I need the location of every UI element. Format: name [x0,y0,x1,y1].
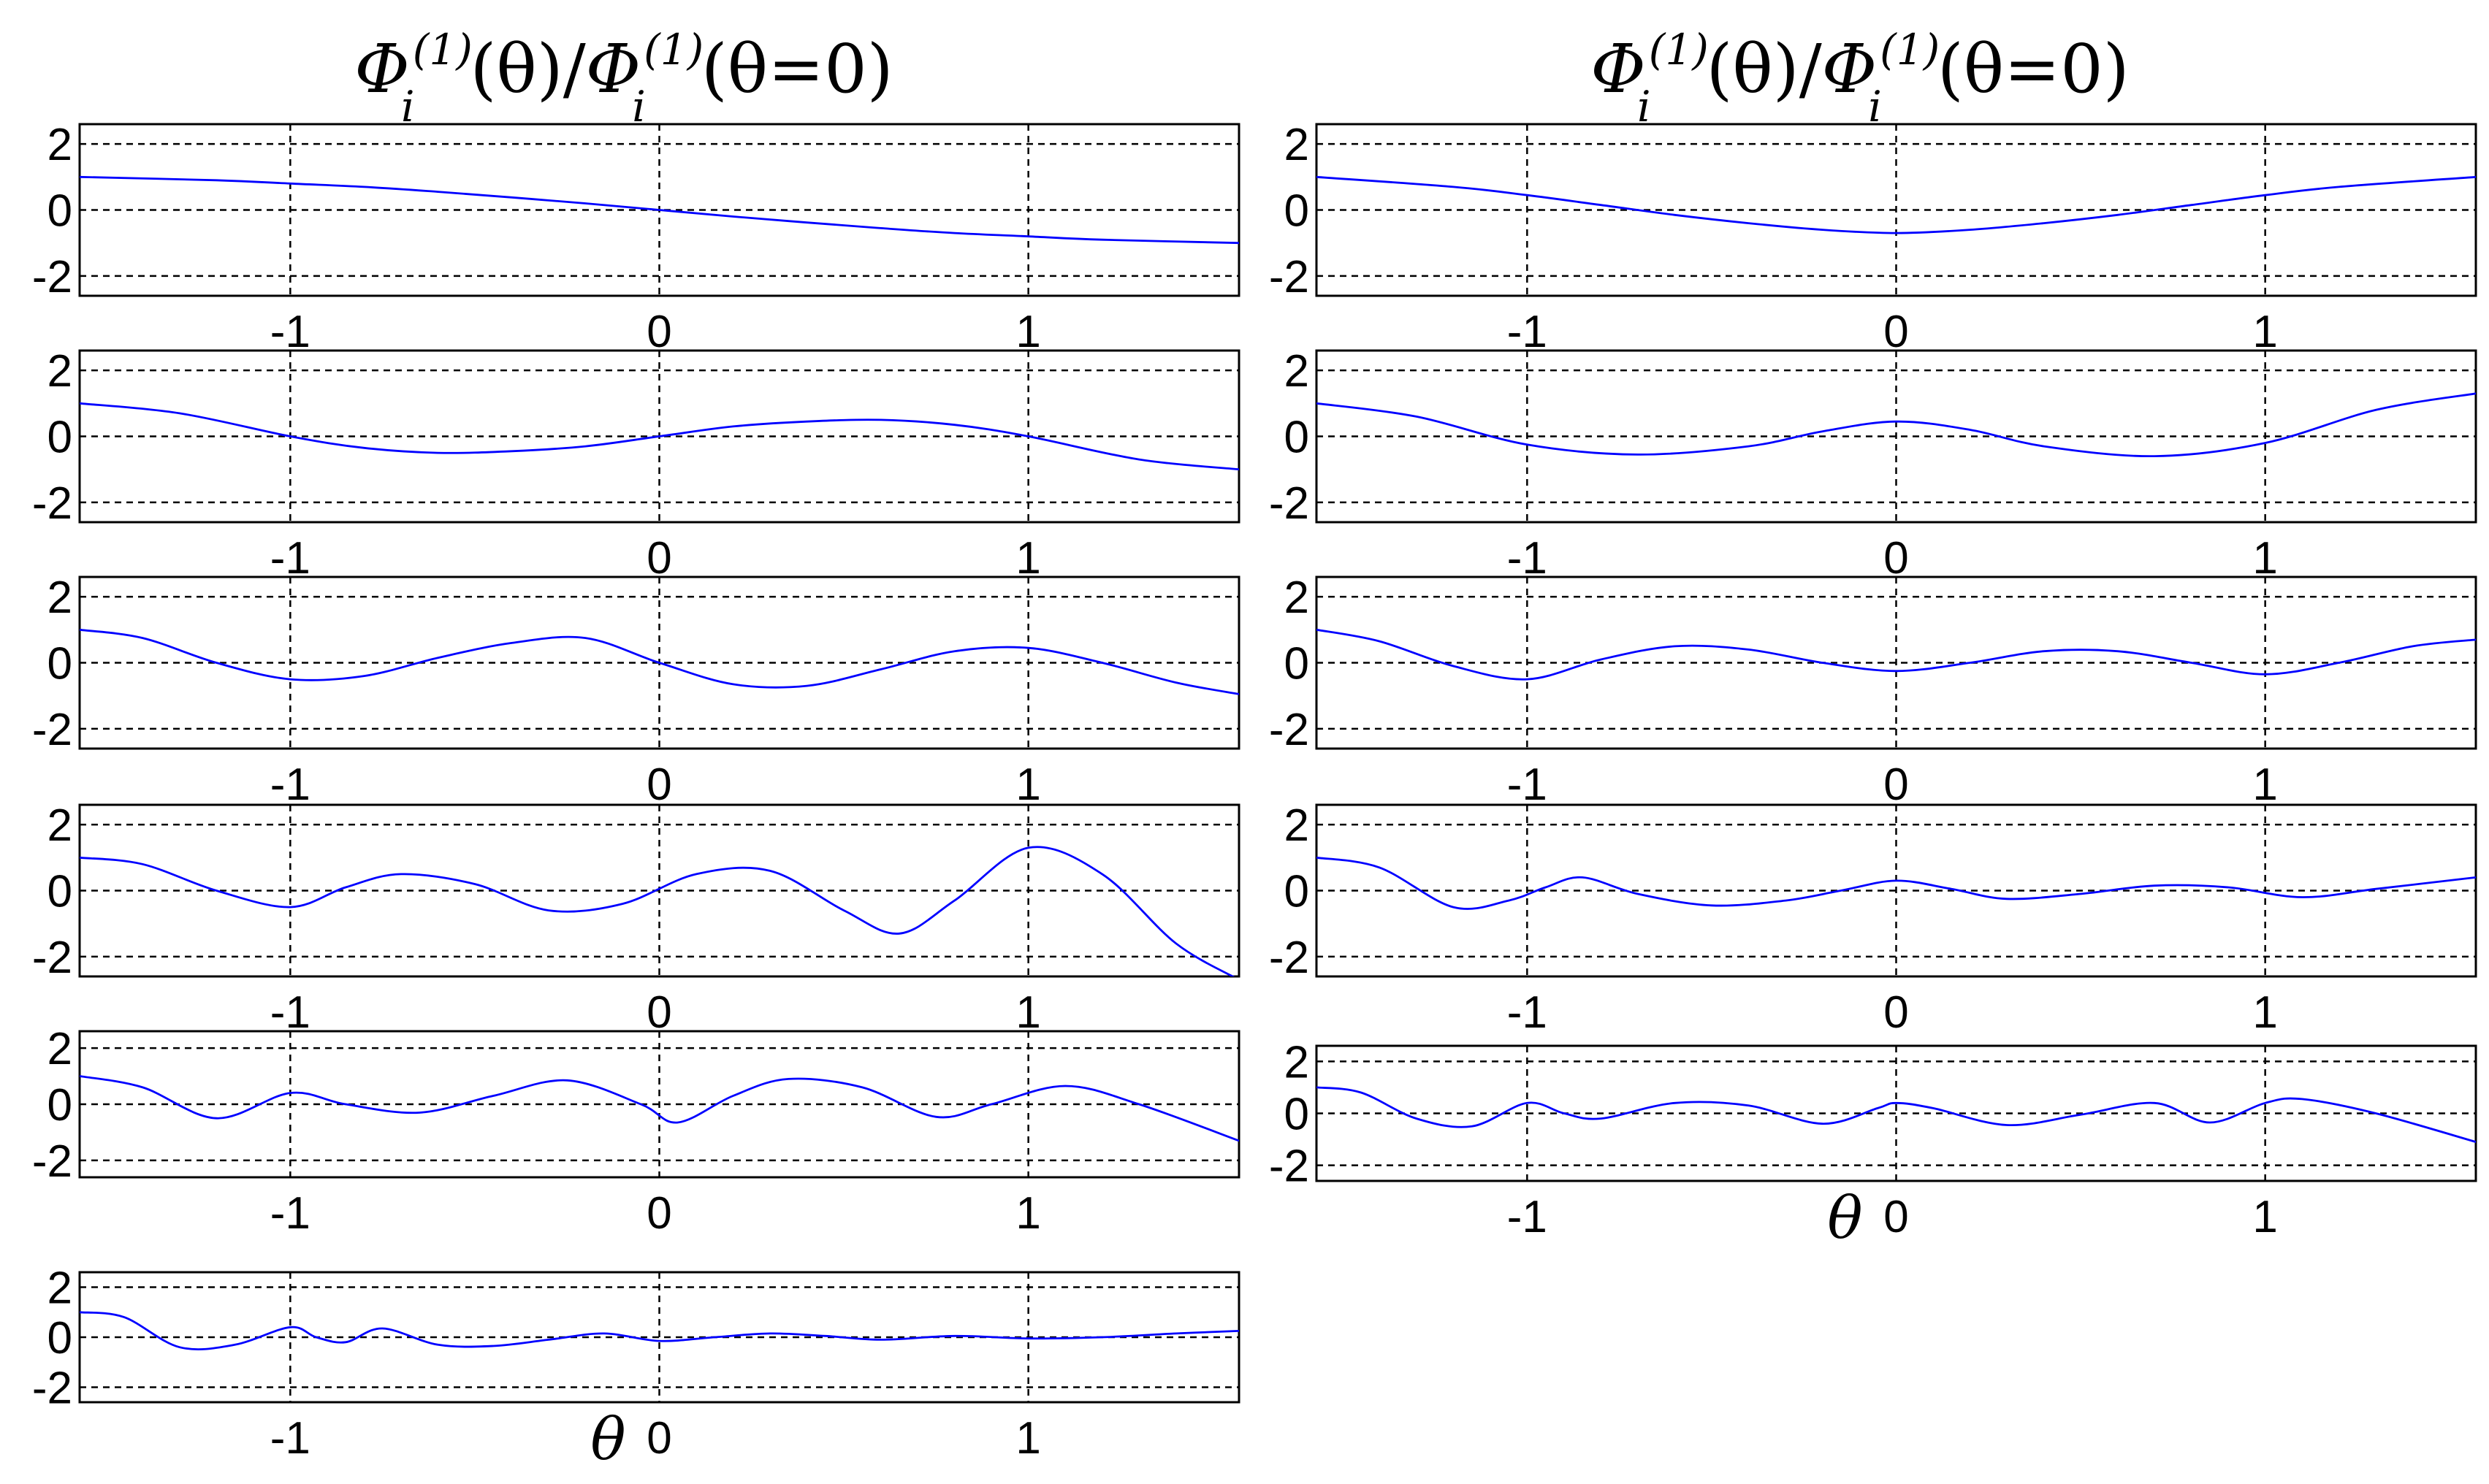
x-tick-label: 0 [647,760,671,810]
x-tick-label: 1 [1015,307,1040,357]
x-tick-label: 1 [2252,987,2277,1038]
x-tick-label: -1 [1507,760,1547,810]
y-tick-label: 0 [1284,186,1309,237]
y-tick-label: -2 [1269,1141,1309,1192]
x-tick-label: -1 [270,307,310,357]
subplot-1-3: 2 0 -2 -1 0 1 [1269,800,2477,1038]
x-tick-label: -1 [270,533,310,584]
x-tick-label: 0 [647,1413,671,1464]
series-line [1316,392,2476,458]
y-tick-label: -2 [32,1363,72,1413]
x-tick-label: -1 [1507,307,1547,357]
x-tick-label: 1 [1015,1188,1040,1239]
x-tick-label: 1 [2252,1192,2277,1242]
x-tick-label: 1 [2252,760,2277,810]
x-tick-label: 0 [1883,307,1908,357]
x-tick-label: 0 [1883,533,1908,584]
y-tick-label: 2 [47,1024,72,1074]
y-tick-label: 2 [1284,1037,1309,1087]
x-tick-label: 1 [1015,1413,1040,1464]
y-tick-label: -2 [1269,478,1309,529]
series-line [80,402,1239,471]
y-tick-label: 0 [47,413,72,463]
x-tick-label: 1 [1015,760,1040,810]
x-tick-label: 0 [647,533,671,584]
x-tick-label: 0 [1883,987,1908,1038]
x-tick-label: 0 [647,1188,671,1239]
subplot-0-4: 20-2-1 0 1 [32,1024,1240,1239]
y-tick-label: 2 [47,573,72,623]
series-line [1316,856,2476,910]
y-tick-label: 2 [47,346,72,397]
x-tick-label: 0 [1883,1192,1908,1242]
y-tick-label: 2 [1284,120,1309,170]
x-tick-label: 0 [1883,760,1908,810]
y-tick-label: -2 [32,933,72,983]
x-tick-label: 1 [2252,307,2277,357]
subplot-0-2: 2 0 -2 -1 0 1 [32,573,1240,810]
x-tick-label: 1 [1015,987,1040,1038]
x-tick-label: -1 [270,1413,310,1464]
subplot-0-5: 20-2-1 0 1θ [32,1263,1240,1473]
x-axis-label: θ [1827,1184,1862,1252]
y-tick-label: -2 [1269,933,1309,983]
series-line [1316,175,2476,234]
x-tick-label: -1 [1507,533,1547,584]
x-tick-label: -1 [270,760,310,810]
series-line [1316,1086,2476,1143]
y-tick-label: -2 [32,1136,72,1187]
x-tick-label: -1 [270,1188,310,1239]
column-title-right: Φ(1) i (θ)/Φ(1) i (θ=0) [1590,25,2129,131]
y-tick-label: 0 [1284,639,1309,689]
y-tick-label: 0 [1284,1090,1309,1140]
y-tick-label: 2 [1284,346,1309,397]
subplot-1-4: 20-2-1 0 1θ [1269,1037,2477,1252]
x-tick-label: 0 [647,987,671,1038]
y-tick-label: -2 [32,705,72,755]
x-tick-label: 1 [1015,533,1040,584]
y-tick-label: 0 [1284,413,1309,463]
y-tick-label: 0 [47,639,72,689]
x-axis-label: θ [590,1405,625,1473]
y-tick-label: 0 [1284,867,1309,917]
y-tick-label: -2 [32,478,72,529]
y-tick-label: 0 [47,186,72,237]
y-tick-label: 2 [47,1263,72,1314]
y-tick-label: 2 [1284,800,1309,851]
subplot-1-2: 2 0 -2 -1 0 1 [1269,573,2477,810]
x-tick-label: -1 [1507,987,1547,1038]
y-tick-label: 0 [47,867,72,917]
x-tick-label: -1 [270,987,310,1038]
y-tick-label: 2 [47,800,72,851]
subplot-0-0: 2 0 -2 -1 0 1 [32,120,1240,357]
series-line [80,628,1239,695]
x-tick-label: 1 [2252,533,2277,584]
subplot-0-3: 2 0 -2 -1 0 1 [32,800,1240,1038]
column-title-left: Φ(1) i (θ)/Φ(1) i (θ=0) [354,25,893,131]
series-line [80,1311,1239,1351]
x-tick-label: -1 [1507,1192,1547,1242]
subplot-1-0: 2 0 -2 -1 0 1 [1269,120,2477,357]
y-tick-label: -2 [32,252,72,302]
subplot-1-1: 2 0 -2 -1 0 1 [1269,346,2477,584]
y-tick-label: 2 [1284,573,1309,623]
series-line [80,175,1239,245]
y-tick-label: 2 [47,120,72,170]
y-tick-label: -2 [1269,252,1309,302]
y-tick-label: -2 [1269,705,1309,755]
x-tick-label: 0 [647,307,671,357]
y-tick-label: 0 [47,1080,72,1131]
series-line [1316,628,2476,681]
series-line [80,1075,1239,1142]
subplot-0-1: 2 0 -2 -1 0 1 [32,346,1240,584]
subplot-grid: 20-2-1 0 120-2-1 0 120-2-1 0 120-2-1 0 120-2-1 0 1… [32,120,2477,1473]
series-line [80,846,1235,976]
y-tick-label: 0 [47,1313,72,1363]
